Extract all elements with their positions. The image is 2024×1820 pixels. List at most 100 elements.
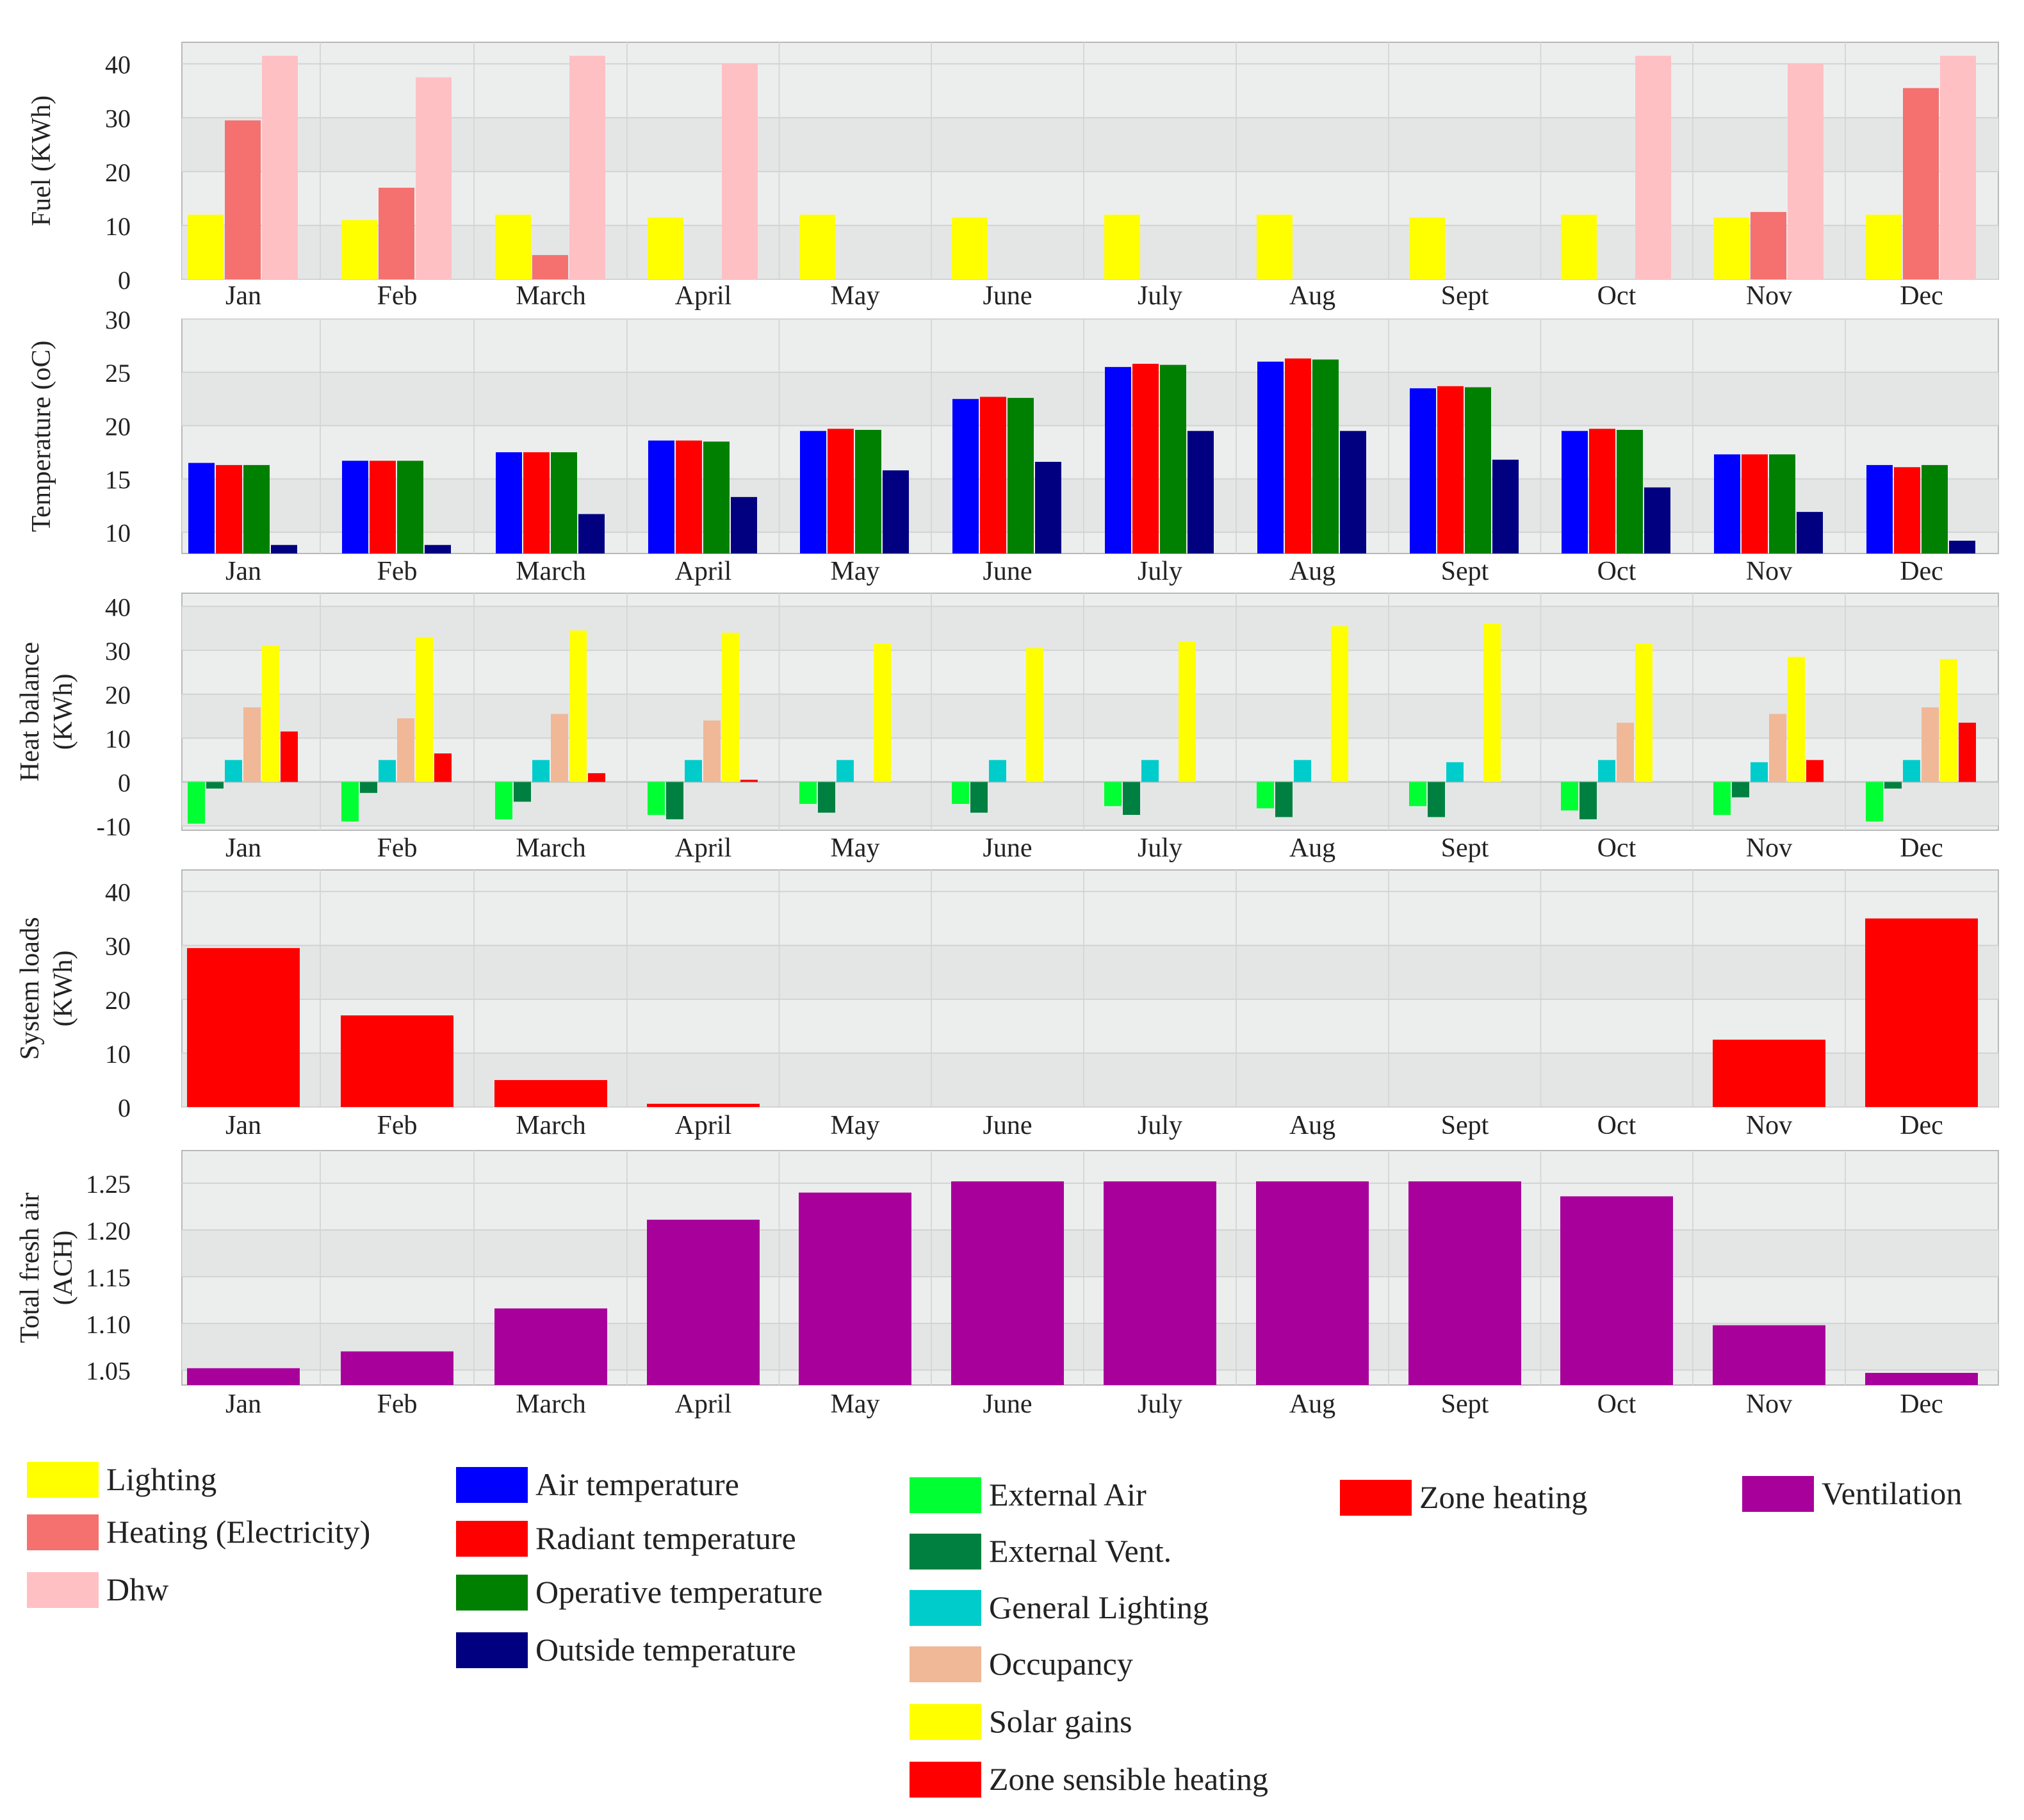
y-tick-label: 20 [105,158,131,187]
bar-heat-balance-zone-sensible-heating-feb [434,753,452,782]
bar-heat-balance-zone-sensible-heating-march [588,773,605,782]
x-tick-label: March [516,281,586,311]
legend-label: Zone heating [1419,1479,1588,1515]
bar-heat-balance-solar-gains-march [569,630,587,782]
bar-fuel-dhw-feb [416,77,452,279]
x-tick-label: March [516,833,586,863]
x-tick-label: Aug [1289,1111,1335,1140]
x-tick-label: July [1138,833,1182,863]
x-tick-label: March [516,1390,586,1419]
x-tick-label: June [983,557,1032,586]
bar-heat-balance-general-lighting-june [989,760,1006,782]
x-tick-label: Jan [225,281,261,311]
y-axis-title: Total fresh air [15,1193,45,1343]
y-tick-label: 10 [105,1040,131,1069]
bar-temperature-outside-temperature-july [1187,430,1214,553]
bar-fuel-heating-electricity-feb [379,188,414,279]
grid-band [182,225,1998,279]
grid-band [182,372,1998,426]
bar-heat-balance-external-air-oct [1561,782,1578,811]
grid-band [182,945,1998,999]
x-tick-label: Aug [1289,557,1335,586]
bar-fuel-lighting-aug [1257,215,1293,279]
bar-temperature-radiant-temperature-aug [1285,358,1311,553]
x-tick-label: May [831,1390,880,1419]
legend-label: Ventilation [1822,1475,1963,1511]
bar-heat-balance-zone-sensible-heating-april [740,780,758,782]
grid-band [182,117,1998,172]
bar-fuel-heating-electricity-jan [225,120,261,279]
x-tick-label: June [983,833,1032,863]
legend-swatch [910,1762,981,1798]
bar-temperature-outside-temperature-sept [1492,459,1519,553]
y-axis-title: (ACH) [49,1231,78,1306]
bar-heat-balance-external-air-sept [1409,782,1426,807]
x-tick-label: Oct [1597,833,1636,863]
bar-fuel-dhw-nov [1788,63,1824,280]
bar-temperature-air-temperature-oct [1562,430,1588,553]
x-tick-label: May [831,833,880,863]
bar-temperature-operative-temperature-dec [1922,464,1948,553]
bar-heat-balance-occupancy-dec [1922,707,1939,782]
bar-heat-balance-external-air-aug [1257,782,1274,808]
x-tick-label: Nov [1746,557,1792,586]
y-tick-label: 30 [105,104,131,133]
y-tick-label: 25 [105,359,131,388]
legend-swatch [910,1477,981,1513]
x-tick-label: Oct [1597,281,1636,311]
x-tick-label: Oct [1597,557,1636,586]
bar-temperature-radiant-temperature-july [1132,363,1159,553]
bar-heat-balance-external-air-july [1104,782,1122,807]
x-tick-label: Dec [1900,557,1943,586]
bar-temperature-outside-temperature-dec [1949,541,1975,553]
bar-temperature-radiant-temperature-april [676,440,702,553]
bar-heat-balance-occupancy-nov [1769,714,1786,782]
bar-heat-balance-general-lighting-sept [1446,762,1464,782]
y-tick-label: 1.20 [86,1217,131,1245]
x-tick-label: May [831,281,880,311]
bar-heat-balance-external-vent-june [970,782,988,813]
bar-temperature-air-temperature-jan [188,463,215,553]
bar-heat-balance-external-vent-nov [1732,782,1749,798]
x-tick-label: Nov [1746,1390,1792,1419]
legend-label: Zone sensible heating [989,1761,1268,1797]
x-tick-label: Nov [1746,1111,1792,1140]
legend-label: Outside temperature [535,1632,796,1668]
bar-temperature-outside-temperature-march [578,514,605,553]
x-tick-label: Sept [1441,833,1489,863]
legend-swatch [910,1646,981,1682]
y-tick-label: 40 [105,51,131,79]
bar-temperature-operative-temperature-sept [1465,387,1491,553]
legend-swatch [910,1590,981,1626]
y-tick-label: 0 [118,266,131,295]
bar-system-loads-zone-heating-feb [341,1015,453,1107]
grid-band [182,1229,1998,1277]
bar-heat-balance-occupancy-feb [397,718,414,782]
bar-heat-balance-zone-sensible-heating-dec [1959,723,1976,782]
x-tick-label: Sept [1441,281,1489,311]
y-tick-label: 15 [105,466,131,495]
x-tick-label: July [1138,1390,1182,1419]
legend-swatch [456,1632,528,1668]
y-tick-label: 30 [105,932,131,961]
bar-heat-balance-general-lighting-jan [225,760,242,782]
bar-fuel-heating-electricity-nov [1751,211,1786,279]
bar-heat-balance-solar-gains-april [722,632,739,782]
bar-temperature-air-temperature-july [1105,366,1131,553]
bar-fresh-air-ventilation-feb [341,1351,453,1385]
x-tick-label: Aug [1289,833,1335,863]
legend-swatch [27,1514,99,1550]
bar-temperature-air-temperature-feb [342,461,368,553]
legend-label: Heating (Electricity) [106,1514,371,1550]
bar-fresh-air-ventilation-oct [1560,1196,1673,1385]
bar-temperature-operative-temperature-feb [397,461,423,553]
bar-temperature-operative-temperature-july [1160,365,1186,553]
panel-temperature: 10 15 20 25 30 Jan Feb March April May June July Aug… [27,306,1999,586]
bar-heat-balance-external-vent-oct [1579,782,1597,819]
bar-temperature-operative-temperature-march [551,452,577,553]
bar-temperature-operative-temperature-nov [1769,454,1795,553]
bar-fuel-dhw-oct [1635,56,1671,279]
x-tick-label: Dec [1900,833,1943,863]
legend-label: Radiant temperature [535,1520,796,1556]
bar-heat-balance-external-vent-feb [360,782,377,793]
